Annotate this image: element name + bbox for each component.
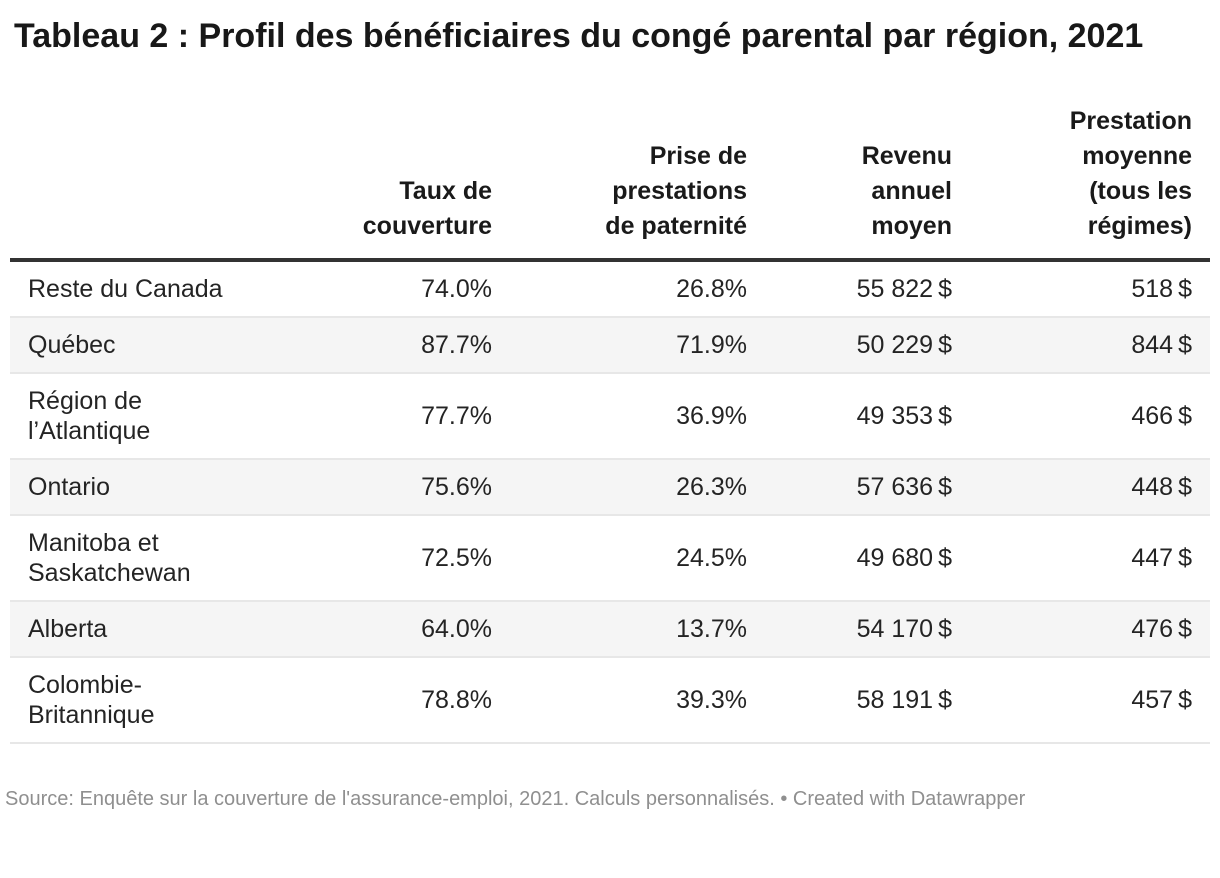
revenu-cell: 54 170 $ — [856, 615, 952, 643]
taux-cell: 64.0% — [421, 615, 492, 643]
table-header: Taux de couverture Prise de prestations … — [10, 94, 1210, 260]
revenu-cell: 57 636 $ — [856, 473, 952, 501]
table-row: Alberta 64.0% 13.7% 54 170 $ 476 $ — [10, 601, 1210, 657]
column-header-taux-de-couverture: Taux de couverture — [362, 177, 492, 240]
table-row: Reste du Canada 74.0% 26.8% 55 822 $ 518… — [10, 260, 1210, 317]
data-table: Taux de couverture Prise de prestations … — [10, 94, 1210, 744]
region-cell: Reste du Canada — [28, 275, 223, 303]
prestation-cell: 448 $ — [1131, 473, 1192, 501]
taux-cell: 75.6% — [421, 473, 492, 501]
revenu-cell: 58 191 $ — [856, 686, 952, 714]
table-row: Québec 87.7% 71.9% 50 229 $ 844 $ — [10, 317, 1210, 373]
prestation-cell: 457 $ — [1131, 686, 1192, 714]
prestation-cell: 844 $ — [1131, 331, 1192, 359]
prise-cell: 36.9% — [676, 402, 747, 430]
column-header-revenu-annuel-moyen: Revenu annuel moyen — [861, 142, 952, 240]
region-cell: Alberta — [28, 615, 108, 643]
taux-cell: 77.7% — [421, 402, 492, 430]
region-cell: Québec — [28, 331, 116, 359]
revenu-cell: 50 229 $ — [856, 331, 952, 359]
prise-cell: 13.7% — [676, 615, 747, 643]
region-cell: Ontario — [28, 473, 110, 501]
revenu-cell: 49 353 $ — [856, 402, 952, 430]
prestation-cell: 447 $ — [1131, 544, 1192, 572]
table-row: Manitoba et Saskatchewan 72.5% 24.5% 49 … — [10, 515, 1210, 601]
column-header-prise-de-prestations: Prise de prestations de paternité — [605, 142, 747, 240]
prise-cell: 71.9% — [676, 331, 747, 359]
column-header-region — [10, 94, 255, 260]
taux-cell: 72.5% — [421, 544, 492, 572]
revenu-cell: 55 822 $ — [856, 275, 952, 303]
prise-cell: 26.8% — [676, 275, 747, 303]
taux-cell: 74.0% — [421, 275, 492, 303]
taux-cell: 87.7% — [421, 331, 492, 359]
table-body: Reste du Canada 74.0% 26.8% 55 822 $ 518… — [10, 260, 1210, 743]
table-header-row: Taux de couverture Prise de prestations … — [10, 94, 1210, 260]
revenu-cell: 49 680 $ — [856, 544, 952, 572]
taux-cell: 78.8% — [421, 686, 492, 714]
prise-cell: 39.3% — [676, 686, 747, 714]
table-row: Région de l’Atlantique 77.7% 36.9% 49 35… — [10, 373, 1210, 459]
region-cell: Manitoba et Saskatchewan — [28, 529, 191, 587]
table-row: Ontario 75.6% 26.3% 57 636 $ 448 $ — [10, 459, 1210, 515]
region-cell: Colombie- Britannique — [28, 671, 155, 729]
prestation-cell: 518 $ — [1131, 275, 1192, 303]
prestation-cell: 476 $ — [1131, 615, 1192, 643]
region-cell: Région de l’Atlantique — [28, 387, 151, 445]
page-title: Tableau 2 : Profil des bénéficiaires du … — [14, 17, 1144, 55]
source-attribution: Source: Enquête sur la couverture de l'a… — [5, 788, 1026, 810]
prestation-cell: 466 $ — [1131, 402, 1192, 430]
column-header-prestation-moyenne: Prestation moyenne (tous les régimes) — [1069, 107, 1192, 240]
table-row: Colombie- Britannique 78.8% 39.3% 58 191… — [10, 657, 1210, 743]
prise-cell: 26.3% — [676, 473, 747, 501]
prise-cell: 24.5% — [676, 544, 747, 572]
